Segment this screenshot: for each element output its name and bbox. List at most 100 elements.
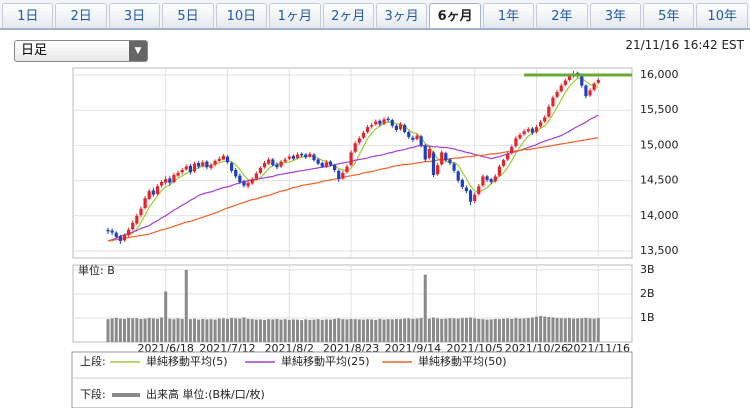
candle-body bbox=[501, 160, 506, 166]
volume-bar bbox=[131, 318, 135, 342]
candle-body bbox=[419, 136, 423, 146]
volume-bar bbox=[563, 318, 567, 342]
volume-bar bbox=[110, 318, 114, 342]
volume-bar bbox=[135, 318, 139, 342]
legend-label: 出来高 単位:(B株/口/枚) bbox=[146, 387, 265, 401]
volume-bar bbox=[176, 318, 180, 342]
volume-bar bbox=[547, 316, 551, 342]
candle-body bbox=[337, 170, 341, 180]
volume-bar bbox=[184, 269, 188, 342]
volume-bar bbox=[164, 291, 168, 342]
period-tab[interactable]: 1日 bbox=[2, 3, 54, 28]
volume-bar bbox=[337, 318, 341, 342]
volume-bar bbox=[543, 316, 547, 342]
interval-select[interactable]: 日足 ▼ bbox=[14, 40, 148, 62]
candle-body bbox=[456, 171, 460, 181]
volume-bar bbox=[349, 318, 353, 342]
volume-bar bbox=[106, 319, 110, 342]
period-tab[interactable]: 10年 bbox=[696, 3, 748, 28]
volume-bar bbox=[263, 319, 267, 342]
volume-bar bbox=[151, 318, 155, 342]
candle-body bbox=[118, 236, 122, 242]
candle-body bbox=[555, 91, 559, 97]
period-tab[interactable]: 3年 bbox=[589, 3, 642, 28]
legend-row-label: 下段: bbox=[80, 387, 106, 401]
volume-bar bbox=[122, 318, 126, 342]
period-tab[interactable]: 3日 bbox=[108, 3, 161, 28]
candle-body bbox=[427, 148, 431, 159]
candle-body bbox=[184, 166, 188, 170]
candle-body bbox=[370, 125, 374, 127]
volume-bar bbox=[267, 319, 271, 342]
volume-bar bbox=[217, 318, 221, 342]
volume-bar bbox=[427, 318, 431, 342]
volume-bar bbox=[477, 318, 481, 342]
period-tab[interactable]: 1ヶ月 bbox=[269, 3, 321, 28]
moving-average-line bbox=[124, 77, 599, 237]
period-tab[interactable]: 5年 bbox=[643, 3, 695, 28]
volume-bar bbox=[345, 319, 349, 342]
select-value: 日足 bbox=[21, 43, 48, 58]
candle-body bbox=[588, 90, 592, 96]
volume-bar bbox=[444, 318, 448, 342]
candle-body bbox=[172, 174, 176, 182]
candle-body bbox=[559, 85, 563, 92]
unit-label: 単位: B bbox=[78, 263, 115, 277]
volume-bar bbox=[407, 318, 411, 342]
period-tab[interactable]: 10日 bbox=[215, 3, 268, 28]
volume-bar bbox=[370, 319, 374, 342]
volume-bar bbox=[127, 317, 131, 342]
period-tab[interactable]: 6ヶ月 bbox=[429, 3, 481, 28]
volume-bar bbox=[271, 319, 275, 342]
period-tabs: 1日 2日 3日 5日 10日 1ヶ月 2ヶ月 3ヶ月 6ヶ月 1年 2年 3年 5年 10年 bbox=[0, 0, 750, 30]
period-tab[interactable]: 3ヶ月 bbox=[375, 3, 428, 28]
select-arrow[interactable]: ▼ bbox=[129, 41, 147, 61]
period-tab[interactable]: 1年 bbox=[482, 3, 535, 28]
volume-bar bbox=[394, 318, 398, 342]
period-tab[interactable]: 2ヶ月 bbox=[322, 3, 374, 28]
period-tab[interactable]: 5日 bbox=[162, 3, 214, 28]
candle-body bbox=[431, 152, 436, 175]
volume-bar bbox=[460, 318, 464, 342]
candle-body bbox=[312, 154, 316, 161]
candle-body bbox=[283, 159, 287, 162]
volume-bar bbox=[592, 318, 596, 342]
candle-body bbox=[324, 162, 328, 167]
volume-bar bbox=[139, 318, 143, 342]
period-tab[interactable]: 2日 bbox=[55, 3, 107, 28]
candle-body bbox=[192, 163, 197, 172]
candle-body bbox=[481, 176, 485, 186]
volume-bar bbox=[250, 319, 254, 342]
volume-bar bbox=[275, 318, 279, 342]
candle-body bbox=[295, 154, 300, 159]
y-tick-label: 14,000 bbox=[640, 209, 679, 222]
candle-body bbox=[139, 208, 143, 216]
volume-bar bbox=[530, 317, 534, 342]
volume-bar bbox=[419, 317, 423, 342]
candle-body bbox=[341, 172, 345, 179]
candle-body bbox=[300, 153, 304, 156]
volume-bar bbox=[526, 317, 530, 342]
candle-body bbox=[485, 176, 489, 180]
volume-bar bbox=[118, 318, 122, 342]
period-tab[interactable]: 2年 bbox=[536, 3, 588, 28]
volume-bar bbox=[567, 317, 571, 342]
candle-body bbox=[267, 159, 271, 164]
candle-body bbox=[506, 153, 510, 160]
candle-body bbox=[209, 165, 213, 168]
candle-body bbox=[238, 175, 242, 182]
candle-body bbox=[250, 179, 254, 184]
candle-body bbox=[242, 181, 246, 186]
volume-bar bbox=[448, 318, 452, 342]
candle-body bbox=[411, 137, 415, 140]
y2-tick-label: 1B bbox=[640, 311, 655, 324]
candle-body bbox=[221, 155, 225, 160]
candle-body bbox=[403, 125, 407, 133]
candle-body bbox=[122, 235, 127, 241]
volume-bar bbox=[555, 317, 559, 342]
volume-bar bbox=[403, 318, 407, 342]
candle-body bbox=[497, 166, 501, 176]
candle-body bbox=[110, 230, 114, 233]
candle-body bbox=[176, 172, 180, 176]
y-tick-label: 13,500 bbox=[640, 244, 679, 257]
